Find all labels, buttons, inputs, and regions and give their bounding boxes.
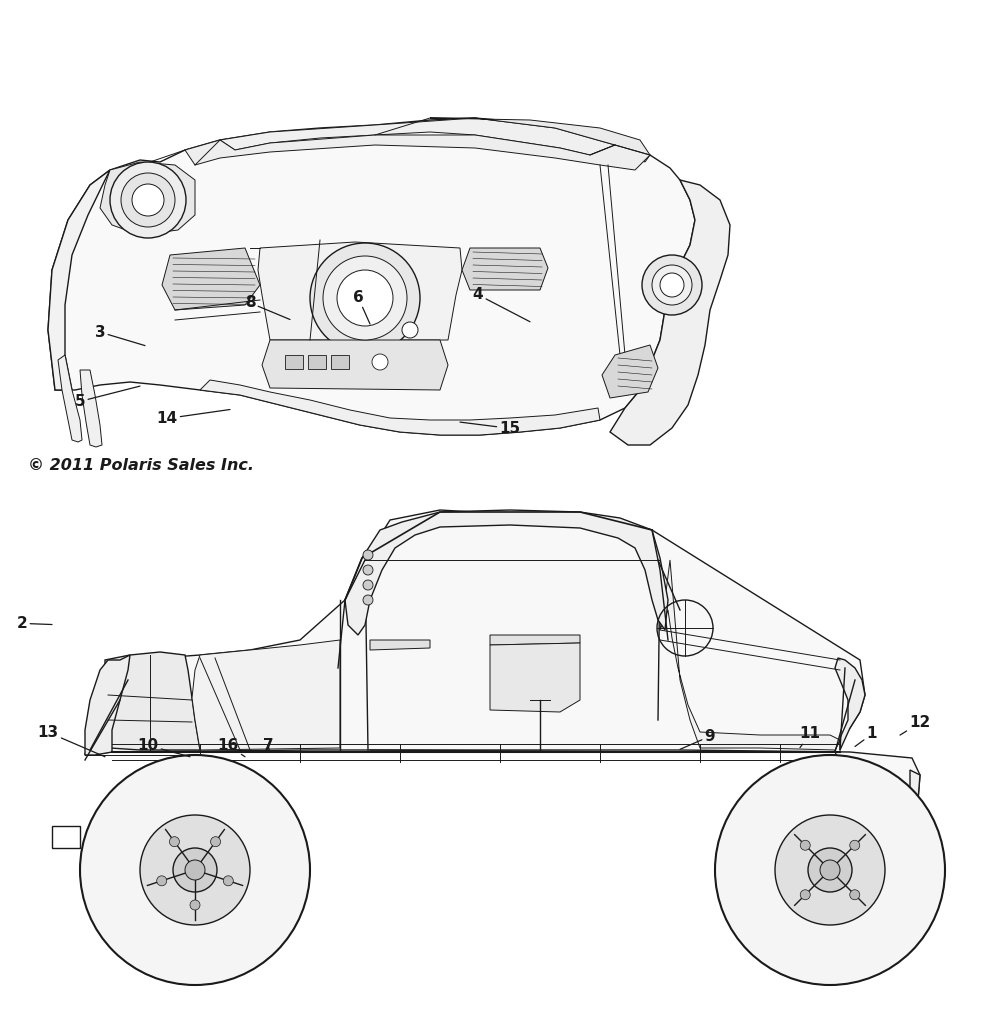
Polygon shape <box>162 248 260 310</box>
Circle shape <box>652 265 692 305</box>
Circle shape <box>372 354 388 370</box>
Circle shape <box>310 243 420 353</box>
Circle shape <box>775 815 885 925</box>
Text: 4: 4 <box>473 287 530 322</box>
Polygon shape <box>58 355 82 442</box>
Circle shape <box>337 270 393 326</box>
Text: 9: 9 <box>680 728 715 750</box>
Text: 13: 13 <box>37 724 105 757</box>
Polygon shape <box>835 658 865 750</box>
Circle shape <box>323 256 407 340</box>
Circle shape <box>850 840 860 850</box>
Polygon shape <box>192 640 340 750</box>
Circle shape <box>363 580 373 590</box>
Circle shape <box>211 837 221 847</box>
Circle shape <box>121 173 175 227</box>
Circle shape <box>363 565 373 575</box>
Circle shape <box>820 860 840 880</box>
Circle shape <box>363 550 373 560</box>
Polygon shape <box>85 510 920 820</box>
Circle shape <box>223 876 233 886</box>
Polygon shape <box>220 118 615 155</box>
Text: 1: 1 <box>855 726 877 747</box>
Text: 16: 16 <box>217 738 245 757</box>
Polygon shape <box>85 655 130 755</box>
Text: 3: 3 <box>95 324 145 346</box>
Text: 11: 11 <box>800 726 820 748</box>
Polygon shape <box>490 635 580 644</box>
Polygon shape <box>48 118 695 435</box>
Circle shape <box>157 876 167 886</box>
Polygon shape <box>490 643 580 712</box>
Circle shape <box>185 860 205 880</box>
Text: 14: 14 <box>156 409 230 426</box>
Polygon shape <box>430 118 650 162</box>
Circle shape <box>132 184 164 216</box>
Circle shape <box>110 162 186 238</box>
Polygon shape <box>200 380 600 435</box>
Text: 6: 6 <box>353 290 370 324</box>
Circle shape <box>850 890 860 900</box>
Circle shape <box>642 255 702 315</box>
Text: 12: 12 <box>900 715 931 736</box>
Polygon shape <box>660 560 840 750</box>
Circle shape <box>402 322 418 338</box>
Circle shape <box>140 815 250 925</box>
Text: 15: 15 <box>460 420 521 436</box>
Bar <box>52 826 80 848</box>
Text: 5: 5 <box>75 386 140 409</box>
Circle shape <box>715 755 945 985</box>
Text: © 2011 Polaris Sales Inc.: © 2011 Polaris Sales Inc. <box>28 458 254 473</box>
Polygon shape <box>602 345 658 398</box>
Circle shape <box>173 848 217 892</box>
Bar <box>308 355 326 369</box>
Polygon shape <box>258 242 462 340</box>
Polygon shape <box>48 170 110 390</box>
Circle shape <box>169 837 179 847</box>
Circle shape <box>660 273 684 297</box>
Circle shape <box>190 900 200 910</box>
Polygon shape <box>610 180 730 445</box>
Circle shape <box>800 840 810 850</box>
Polygon shape <box>370 640 430 650</box>
Polygon shape <box>185 135 650 170</box>
Polygon shape <box>100 162 195 235</box>
Text: 8: 8 <box>245 296 290 319</box>
Circle shape <box>800 890 810 900</box>
Text: 10: 10 <box>137 738 190 757</box>
Bar <box>285 355 303 369</box>
Circle shape <box>363 595 373 605</box>
Polygon shape <box>462 248 548 290</box>
Text: 7: 7 <box>263 738 273 753</box>
Circle shape <box>808 848 852 892</box>
Polygon shape <box>345 510 668 635</box>
Bar <box>331 355 349 369</box>
Polygon shape <box>885 770 920 820</box>
Text: 2: 2 <box>17 616 52 631</box>
Polygon shape <box>105 652 200 750</box>
Polygon shape <box>80 370 102 447</box>
Polygon shape <box>262 340 448 390</box>
Circle shape <box>80 755 310 985</box>
